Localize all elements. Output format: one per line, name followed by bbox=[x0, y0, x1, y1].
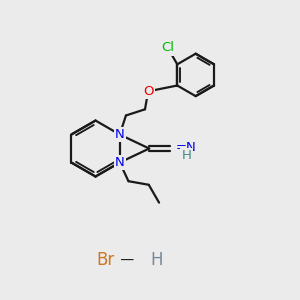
Text: —: — bbox=[116, 254, 139, 267]
Text: O: O bbox=[143, 85, 153, 98]
Text: H: H bbox=[182, 149, 191, 162]
Text: H: H bbox=[150, 251, 163, 269]
Text: Br: Br bbox=[96, 251, 115, 269]
Text: N: N bbox=[115, 128, 124, 141]
Text: N: N bbox=[115, 156, 124, 169]
Text: Cl: Cl bbox=[161, 41, 174, 54]
Text: =N: =N bbox=[176, 141, 196, 154]
